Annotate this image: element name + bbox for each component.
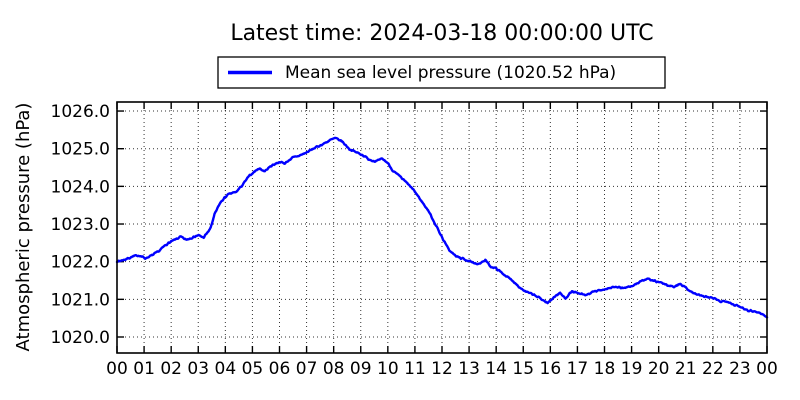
x-tick-label: 22 [702, 359, 724, 379]
x-tick-label: 01 [133, 359, 155, 379]
x-tick-label: 04 [215, 359, 237, 379]
x-tick-label: 19 [621, 359, 643, 379]
pressure-line [115, 136, 769, 319]
x-tick-label: 06 [269, 359, 291, 379]
x-tick-label: 12 [431, 359, 453, 379]
y-tick-label: 1020.0 [51, 328, 110, 348]
x-tick-label: 14 [485, 359, 507, 379]
y-tick-label: 1021.0 [51, 290, 110, 310]
x-tick-labels: 00 01 02 03 04 05 06 07 08 09 10 11 12 13 14 15 16 17 18 19… [106, 359, 778, 379]
x-tick-label: 15 [512, 359, 534, 379]
chart-title: Latest time: 2024-03-18 00:00:00 UTC [230, 21, 653, 46]
y-tick-label: 1023.0 [51, 215, 110, 235]
x-tick-label: 20 [648, 359, 670, 379]
x-tick-label: 17 [567, 359, 589, 379]
x-tick-label: 23 [729, 359, 751, 379]
x-tick-label: 13 [458, 359, 480, 379]
x-tick-label: 03 [187, 359, 209, 379]
x-tick-label: 02 [160, 359, 182, 379]
x-tick-label: 09 [350, 359, 372, 379]
x-tick-label: 00 [756, 359, 778, 379]
x-tick-label: 05 [242, 359, 264, 379]
legend: Mean sea level pressure (1020.52 hPa) [217, 56, 666, 89]
legend-label: Mean sea level pressure (1020.52 hPa) [285, 63, 616, 83]
x-tick-label: 07 [296, 359, 318, 379]
y-tick-label: 1022.0 [51, 253, 110, 273]
grid-lines [117, 102, 767, 353]
y-tick-label: 1025.0 [51, 140, 110, 160]
axis-ticks [116, 102, 768, 353]
legend-box [217, 56, 666, 89]
y-tick-label: 1026.0 [51, 102, 110, 122]
y-axis-label: Atmospheric pressure (hPa) [13, 103, 34, 352]
x-tick-label: 08 [323, 359, 345, 379]
y-tick-labels: 1020.0 1021.0 1022.0 1023.0 1024.0 1025.0 1026… [51, 102, 110, 348]
x-tick-label: 21 [675, 359, 697, 379]
x-tick-label: 10 [377, 359, 399, 379]
x-tick-label: 11 [404, 359, 426, 379]
x-tick-label: 16 [540, 359, 562, 379]
plot-frame [116, 101, 768, 354]
x-tick-label: 00 [106, 359, 128, 379]
x-tick-label: 18 [594, 359, 616, 379]
y-tick-label: 1024.0 [51, 177, 110, 197]
